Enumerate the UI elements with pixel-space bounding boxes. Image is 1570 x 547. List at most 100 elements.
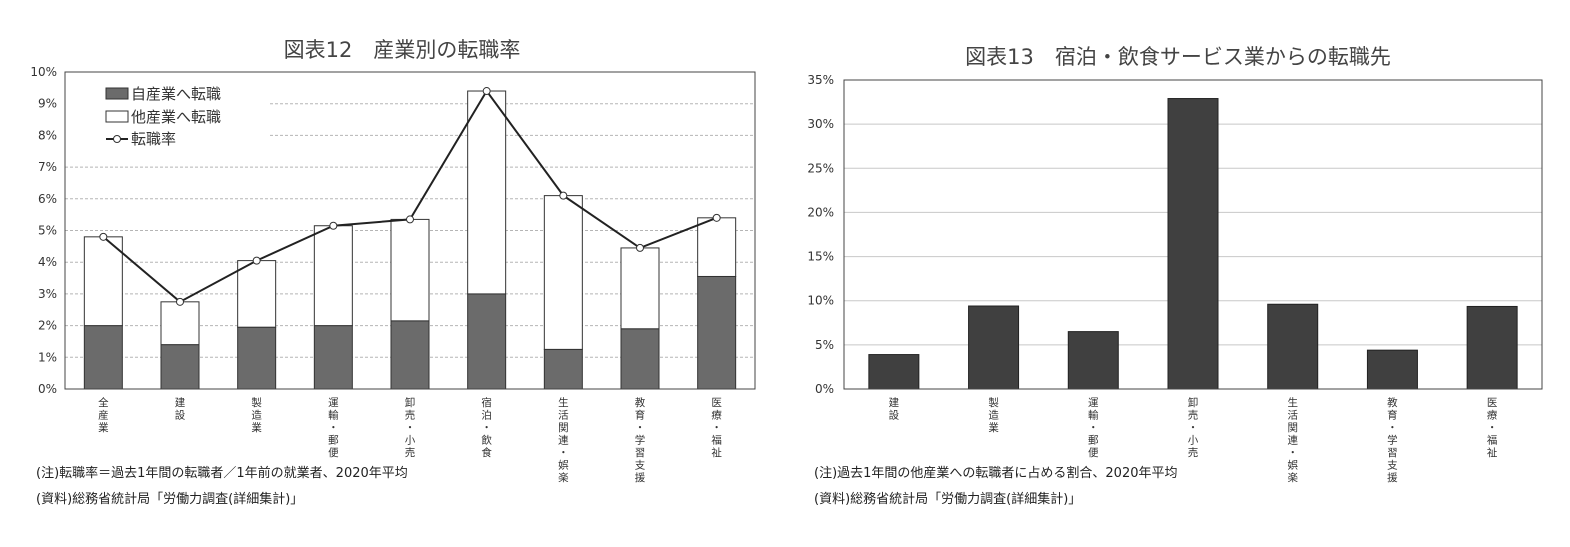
svg-text:育: 育 [635,409,646,422]
chart-12-x-tick-label: 運輸・郵便 [328,397,339,459]
chart-12-y-tick-label: 4% [38,255,57,269]
chart-13-bar [1167,98,1219,390]
svg-text:援: 援 [1387,471,1398,484]
svg-text:・: ・ [1287,447,1298,459]
chart-12-y-tick-label: 7% [38,160,57,174]
svg-text:輸: 輸 [1088,409,1099,422]
svg-text:泊: 泊 [481,410,492,422]
svg-text:運: 運 [1088,397,1099,409]
chart-13-note: (注)過去1年間の他産業への転職者に占める割合、2020年平均 [814,466,1178,481]
svg-text:楽: 楽 [1287,471,1298,484]
chart-12-legend-marker [113,135,121,143]
svg-text:業: 業 [251,421,262,434]
svg-text:小: 小 [1188,435,1199,447]
svg-text:便: 便 [328,446,339,459]
chart-13-y-tick-label: 0% [815,382,834,396]
svg-text:小: 小 [405,435,416,447]
chart-12-bar-own-industry [620,328,660,390]
chart-12-legend-swatch-own [105,87,129,100]
svg-text:関: 関 [558,422,569,434]
chart-13-bar [1267,303,1319,390]
svg-text:郵: 郵 [328,435,339,447]
svg-text:医: 医 [711,397,722,409]
chart-13-y-tick-label: 20% [807,205,834,219]
chart-12-bar-own-industry [313,325,353,390]
svg-text:郵: 郵 [1088,435,1099,447]
chart-13-y-tick-label: 15% [807,250,834,264]
svg-text:娯: 娯 [558,459,569,472]
chart-12-y-tick-label: 9% [38,97,57,111]
chart-13-y-tick-label: 5% [815,338,834,352]
chart-12-bar-own-industry [697,275,737,390]
svg-text:福: 福 [1487,434,1498,447]
chart-12-x-tick-label: 全産業 [98,396,109,434]
svg-text:援: 援 [635,471,646,484]
svg-text:売: 売 [405,446,416,459]
svg-text:製: 製 [988,396,999,409]
svg-text:福: 福 [711,434,722,447]
chart-12-source: (資料)総務省統計局「労働力調査(詳細集計)」 [36,492,304,507]
chart-13-bar [1366,349,1418,390]
chart-12-line-point [712,213,721,222]
chart-12-x-tick-label: 製造業 [251,396,262,434]
svg-text:関: 関 [1287,422,1298,434]
svg-text:造: 造 [988,409,999,422]
svg-text:全: 全 [98,396,109,409]
svg-text:生: 生 [558,396,569,409]
svg-text:売: 売 [1188,446,1199,459]
svg-text:卸: 卸 [405,396,416,409]
chart-12-bar-own-industry [390,320,430,390]
chart-12-legend-label-other: 他産業へ転職 [131,108,221,126]
chart-12-legend-label-line: 転職率 [131,130,176,148]
svg-text:教: 教 [1387,396,1398,409]
svg-text:医: 医 [1487,397,1498,409]
svg-text:産: 産 [98,409,109,422]
svg-text:売: 売 [1188,409,1199,422]
svg-text:製: 製 [251,396,262,409]
chart-12-plot-frame [64,71,756,390]
svg-text:卸: 卸 [1188,396,1199,409]
chart-12-note: (注)転職率＝過去1年間の転職者／1年前の就業者、2020年平均 [36,466,408,481]
chart-13-x-tick-label: 医療・福祉 [1487,397,1498,459]
chart-13-bar [1067,331,1119,390]
svg-text:・: ・ [481,422,492,434]
svg-text:療: 療 [1487,409,1498,422]
svg-text:運: 運 [328,397,339,409]
svg-text:建: 建 [889,396,900,409]
chart-12-x-tick-label: 医療・福祉 [711,397,722,459]
chart-12-title: 図表12 産業別の転職率 [283,38,521,62]
chart-13-x-tick-label: 建設 [889,396,900,422]
svg-text:・: ・ [405,422,416,434]
svg-text:娯: 娯 [1287,459,1298,472]
chart-12-x-tick-label: 建設 [175,396,186,422]
svg-text:教: 教 [635,396,646,409]
chart-12-bar-other-industry [467,90,507,295]
chart-12-y-tick-label: 0% [38,382,57,396]
chart-12-bar-own-industry [467,293,507,390]
svg-text:活: 活 [1287,410,1298,422]
svg-text:療: 療 [711,409,722,422]
svg-text:楽: 楽 [558,471,569,484]
svg-text:生: 生 [1287,396,1298,409]
svg-text:建: 建 [175,396,186,409]
svg-text:・: ・ [558,447,569,459]
chart-12-line-point [176,297,184,306]
svg-text:飲: 飲 [481,434,492,447]
chart-12-bar-own-industry [160,344,200,390]
chart-12-y-tick-label: 3% [38,287,57,301]
svg-text:便: 便 [1088,446,1099,459]
svg-text:習: 習 [1387,447,1398,459]
chart-12-y-tick-label: 10% [30,65,57,79]
svg-text:・: ・ [1487,422,1498,434]
chart-13-bar [868,354,920,390]
chart-12-y-tick-label: 6% [38,192,57,206]
svg-text:設: 設 [889,409,900,422]
chart-13-x-tick-label: 卸売・小売 [1188,396,1199,459]
chart-12-line-point [329,221,338,230]
chart-12-line-point [559,191,568,200]
